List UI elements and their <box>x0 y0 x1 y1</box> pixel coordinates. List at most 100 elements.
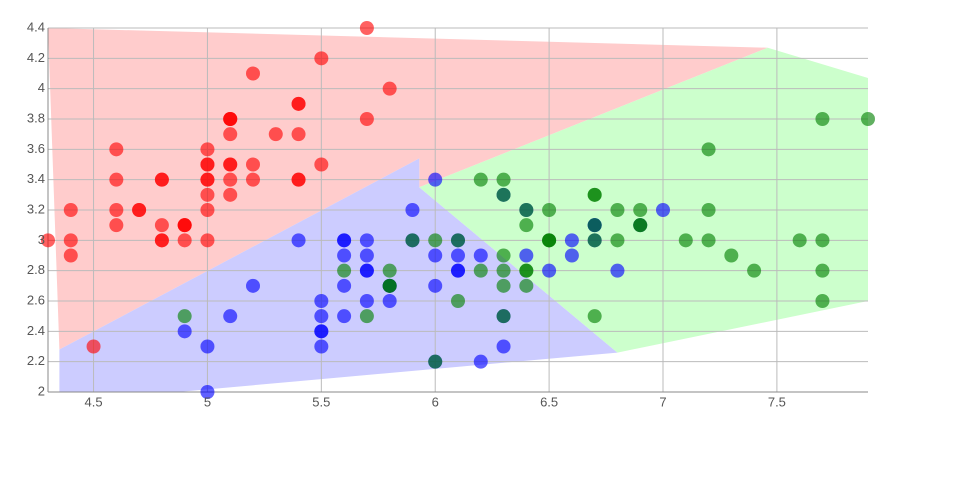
point <box>382 294 397 308</box>
point <box>200 142 215 157</box>
y-tick-label: 2.8 <box>27 262 45 277</box>
point <box>815 294 830 308</box>
point <box>428 233 443 248</box>
y-tick-label: 4.4 <box>27 19 45 34</box>
point <box>314 339 329 354</box>
point <box>359 233 374 248</box>
tick-labels: 2 2.2 2.4 2.6 2.8 3 3.2 3.4 3.6 3.8 4 4.2 4.4 4.5 5 5.5… <box>27 19 786 409</box>
y-tick-label: 3.2 <box>27 201 45 216</box>
point <box>633 203 648 217</box>
point <box>428 172 443 187</box>
point <box>564 248 579 263</box>
point <box>496 248 511 263</box>
point <box>473 263 488 278</box>
point <box>291 96 306 111</box>
point <box>587 233 602 248</box>
point <box>337 233 352 248</box>
point <box>815 112 830 126</box>
y-tick-label: 3.4 <box>27 171 45 186</box>
x-tick-label: 5.5 <box>312 394 330 409</box>
point <box>519 203 534 217</box>
point <box>519 263 534 278</box>
point <box>519 248 534 263</box>
y-tick-label: 4 <box>38 80 45 95</box>
decision-regions <box>48 28 868 392</box>
point <box>200 157 215 172</box>
point <box>291 233 306 248</box>
point <box>587 218 602 233</box>
point <box>223 172 238 187</box>
point <box>451 248 465 263</box>
point <box>815 263 830 278</box>
point <box>542 263 557 278</box>
point <box>428 354 443 369</box>
point <box>246 278 260 293</box>
point <box>109 203 124 217</box>
point <box>496 172 511 187</box>
point <box>701 203 716 217</box>
point <box>177 309 192 324</box>
point <box>337 278 352 293</box>
point <box>314 309 329 324</box>
point <box>109 142 124 157</box>
decision-region <box>48 28 768 350</box>
point <box>428 278 443 293</box>
y-tick-label: 2.2 <box>27 353 45 368</box>
point <box>496 309 511 324</box>
point <box>382 278 397 293</box>
y-tick-label: 3.8 <box>27 110 45 125</box>
y-tick-label: 2.6 <box>27 292 45 307</box>
point <box>154 172 169 187</box>
x-tick-label: 6.5 <box>540 394 558 409</box>
point <box>405 203 420 217</box>
point <box>337 248 352 263</box>
point <box>291 172 306 187</box>
point <box>200 385 215 399</box>
point <box>223 309 238 324</box>
point <box>542 233 557 248</box>
point <box>63 203 78 217</box>
point <box>109 172 124 187</box>
point <box>223 187 238 202</box>
point <box>428 248 443 263</box>
point <box>747 263 762 278</box>
point <box>496 278 511 293</box>
point <box>382 263 397 278</box>
point <box>177 218 192 233</box>
point <box>268 127 283 142</box>
point <box>314 51 329 66</box>
point <box>473 248 488 263</box>
y-tick-label: 4.2 <box>27 50 45 65</box>
point <box>678 233 693 248</box>
point <box>473 354 488 369</box>
point <box>587 187 602 202</box>
x-tick-label: 7 <box>659 394 666 409</box>
point <box>359 263 374 278</box>
decision-region <box>59 158 618 392</box>
point <box>200 233 215 248</box>
point <box>405 233 420 248</box>
point <box>223 112 238 126</box>
point <box>132 203 147 217</box>
point <box>41 233 55 248</box>
point <box>200 203 215 217</box>
point <box>359 294 374 308</box>
point <box>451 263 465 278</box>
point <box>382 81 397 96</box>
point <box>154 233 169 248</box>
point <box>496 339 511 354</box>
point <box>496 187 511 202</box>
point <box>314 324 329 339</box>
point <box>246 157 260 172</box>
point <box>246 172 260 187</box>
point <box>86 339 101 354</box>
point <box>200 172 215 187</box>
point <box>154 218 169 233</box>
x-tick-label: 4.5 <box>85 394 103 409</box>
point <box>200 339 215 354</box>
point <box>519 278 534 293</box>
point <box>314 294 329 308</box>
point <box>587 309 602 324</box>
point <box>63 233 78 248</box>
point <box>223 127 238 142</box>
